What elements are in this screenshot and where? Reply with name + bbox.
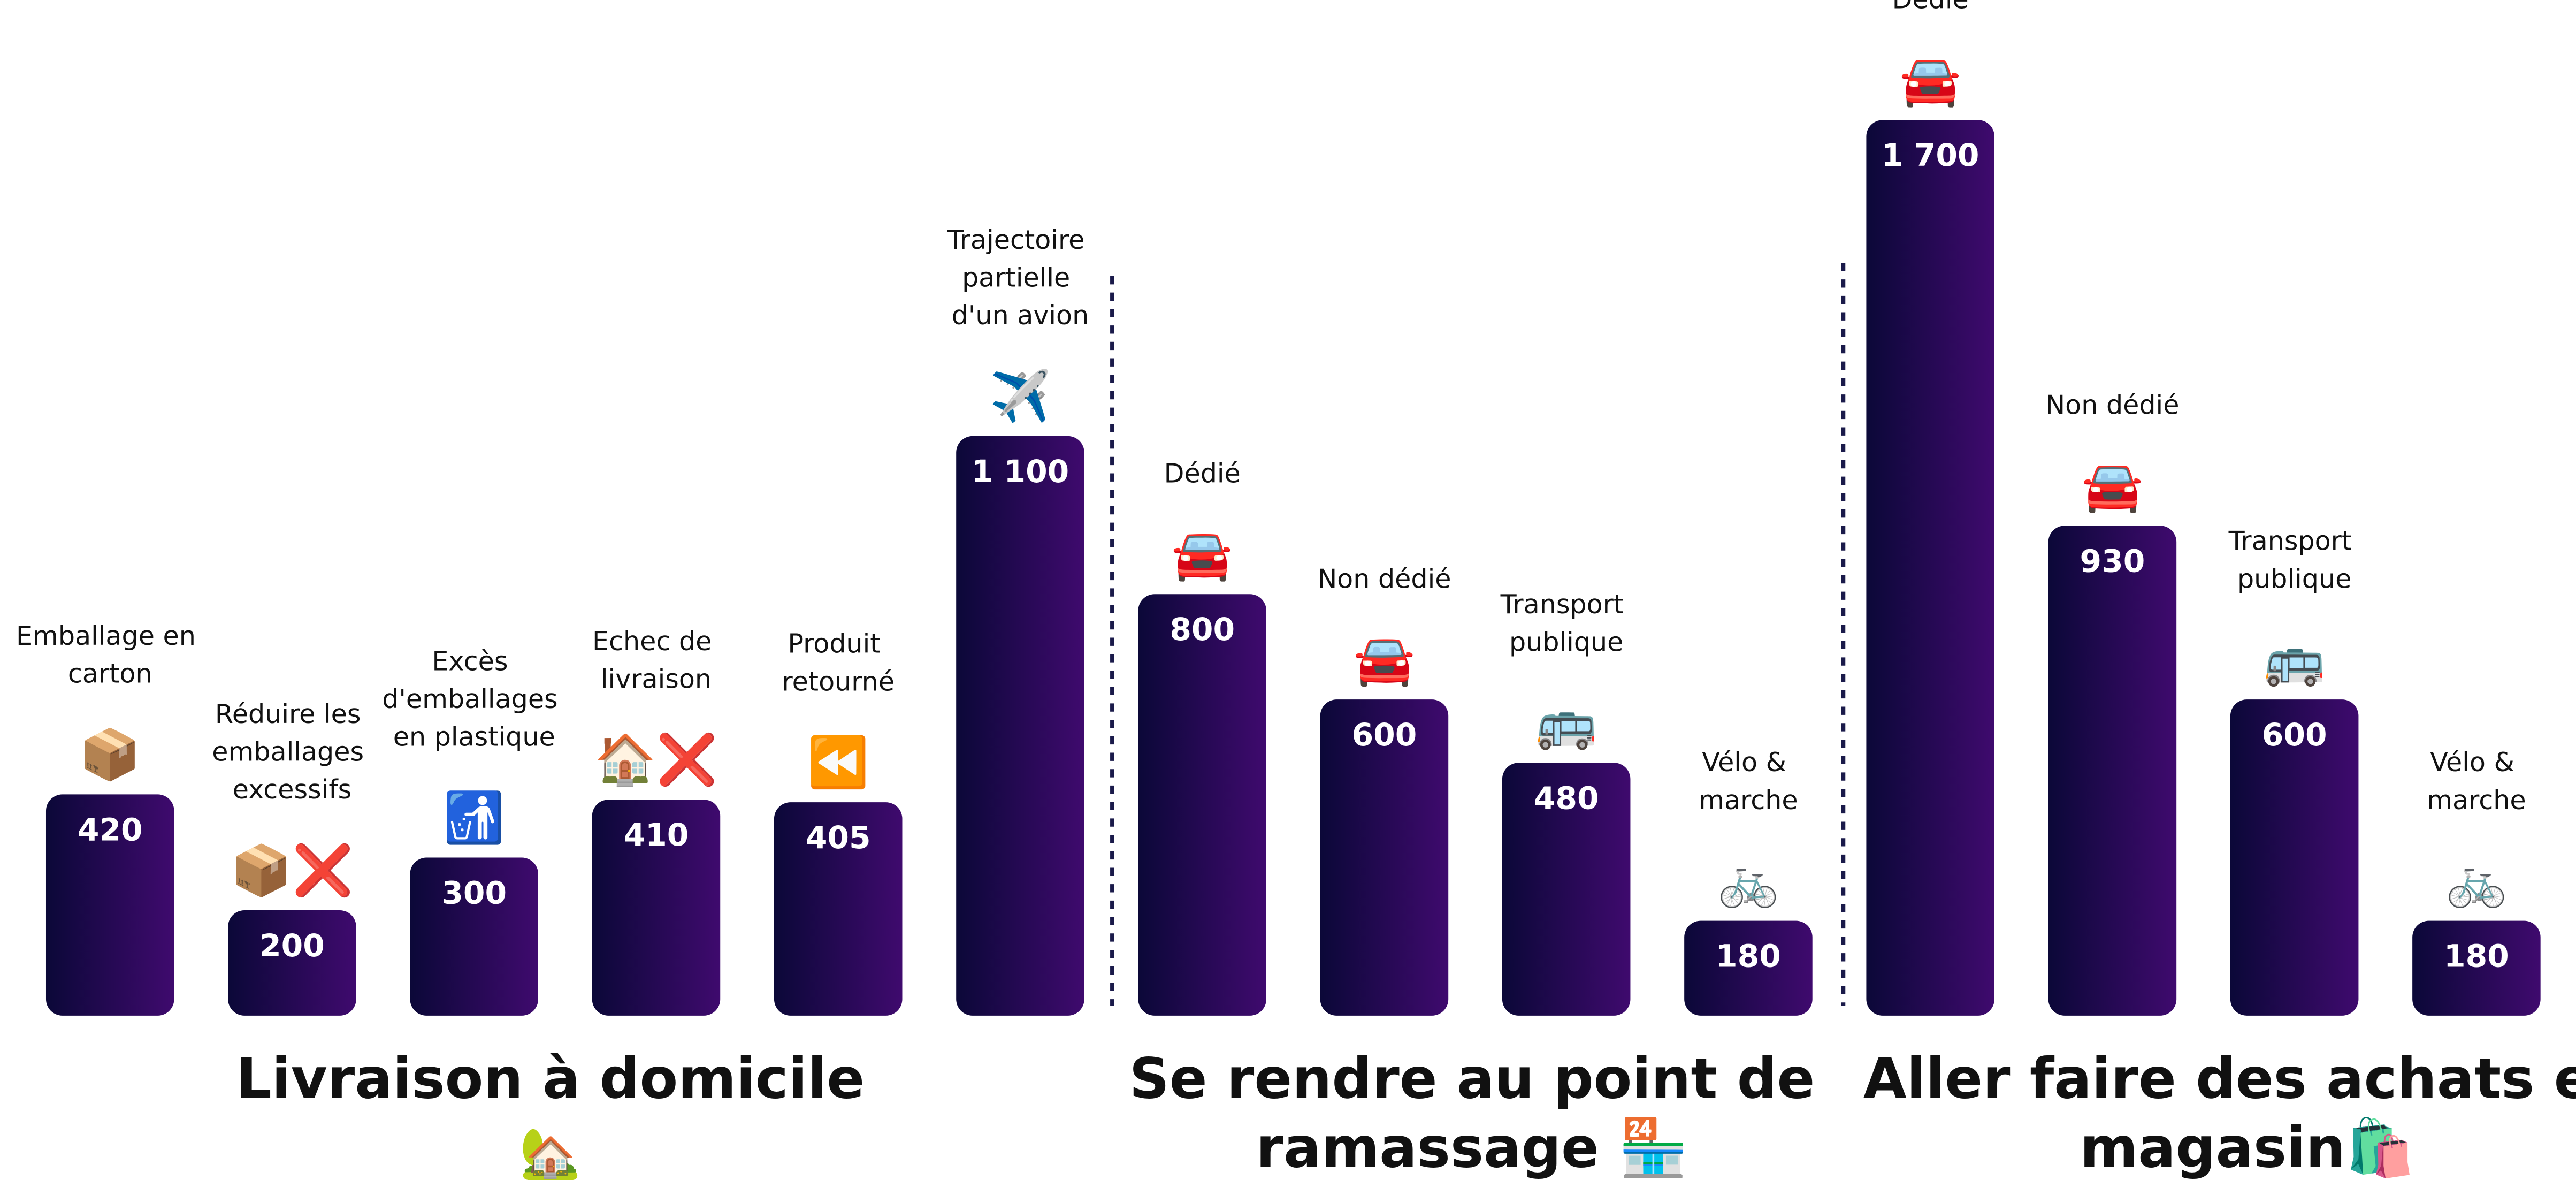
bar-icon: 🚮 xyxy=(444,789,505,847)
category-label: Produit retourné xyxy=(782,628,894,697)
value-label: 405 xyxy=(806,819,871,856)
bar xyxy=(228,910,356,1016)
bar-icon: 🚲 xyxy=(2446,852,2508,910)
bar-icon: 🚲 xyxy=(1718,852,1779,910)
category-label: Non dédié xyxy=(1317,563,1451,594)
bar xyxy=(2048,526,2177,1016)
bar-icon: 🚘 xyxy=(1172,525,1233,583)
bar-icon: 🚘 xyxy=(1354,630,1415,688)
bar xyxy=(1866,120,1994,1016)
group-title: Livraison à domicile xyxy=(236,1046,865,1111)
group-title: ramassage 🏪 xyxy=(1256,1115,1688,1180)
category-label: Echec de livraison xyxy=(592,626,720,695)
value-label: 300 xyxy=(441,874,507,911)
group-title: Aller faire des achats en xyxy=(1863,1046,2576,1111)
bar xyxy=(1138,594,1266,1016)
bar xyxy=(1502,763,1631,1016)
value-label: 1 700 xyxy=(1882,137,1979,173)
bar xyxy=(2230,699,2359,1016)
value-label: 480 xyxy=(1534,780,1599,816)
category-label: Dédié xyxy=(1892,0,1969,14)
bar xyxy=(592,800,721,1016)
group-title: Se rendre au point de xyxy=(1129,1046,1815,1111)
value-label: 180 xyxy=(1716,938,1781,975)
bar-icon: 📦❌ xyxy=(231,841,353,900)
bar xyxy=(45,794,174,1016)
bar-icon: 🚘 xyxy=(2082,456,2143,514)
bar-icon: 🚌 xyxy=(2264,630,2325,688)
value-label: 180 xyxy=(2444,938,2509,975)
bar xyxy=(774,802,903,1016)
bar-icon: 🏠❌ xyxy=(595,730,717,789)
bar xyxy=(1684,920,1813,1016)
value-label: 1 100 xyxy=(972,453,1069,490)
group-icon: 🏡 xyxy=(519,1124,581,1180)
bar-icon: ⏪ xyxy=(807,733,869,791)
category-label: Transport publique xyxy=(1500,589,1632,658)
group-title: magasin🛍️ xyxy=(2080,1115,2416,1180)
category-label: Non dédié xyxy=(2045,389,2179,420)
bar xyxy=(2412,920,2541,1016)
category-label: Réduire les emballages excessifs xyxy=(212,698,372,805)
bar-icon: ✈️ xyxy=(990,367,1051,425)
category-label: Vélo & marche xyxy=(2427,747,2526,816)
value-label: 600 xyxy=(1352,717,1417,753)
category-label: Trajectoire partielle d'un avion xyxy=(947,224,1093,331)
bar-icon: 📦 xyxy=(79,725,141,783)
value-label: 600 xyxy=(2262,717,2327,753)
category-label: Transport publique xyxy=(2228,526,2360,595)
value-label: 800 xyxy=(1169,611,1235,648)
category-label: Dédié xyxy=(1164,458,1241,489)
bar xyxy=(410,857,538,1016)
category-label: Excès d'emballages en plastique xyxy=(382,645,566,752)
category-label: Vélo & marche xyxy=(1699,747,1798,816)
value-label: 930 xyxy=(2080,543,2145,579)
value-label: 200 xyxy=(259,927,325,964)
value-label: 410 xyxy=(624,817,689,853)
bar xyxy=(1320,699,1449,1016)
bar-icon: 🚘 xyxy=(1900,51,1961,109)
value-label: 420 xyxy=(78,811,143,848)
bar xyxy=(956,436,1084,1016)
bar-icon: 🚌 xyxy=(1535,694,1597,751)
category-label: Emballage en carton xyxy=(16,620,204,689)
